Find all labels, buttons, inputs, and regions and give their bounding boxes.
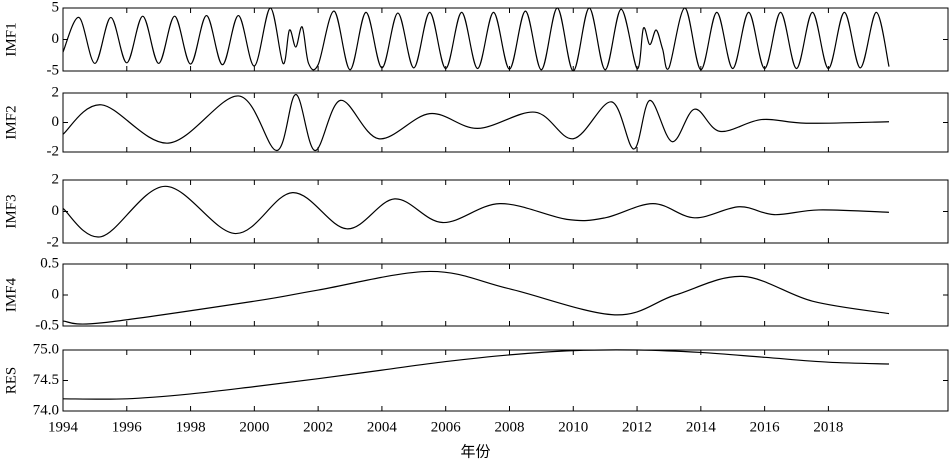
- y-tick-label: 75.0: [33, 341, 59, 357]
- x-tick-label: 2018: [813, 419, 843, 435]
- x-tick-label: 1998: [176, 419, 206, 435]
- imf-curve: [62, 93, 890, 152]
- panel-frame: [62, 349, 949, 412]
- y-tick-label: -2: [47, 143, 60, 159]
- y-tick-label: -0.5: [35, 317, 59, 333]
- x-tick-label: 2004: [367, 419, 398, 435]
- x-tick-label: 1994: [48, 419, 79, 435]
- y-axis-label: IMF2: [3, 105, 19, 139]
- x-tick-label: 1996: [112, 419, 143, 435]
- x-tick-label: 2014: [686, 419, 717, 435]
- x-tick-label: 2006: [431, 419, 462, 435]
- y-tick-label: 74.5: [33, 372, 59, 388]
- imf-curve: [62, 7, 890, 72]
- y-tick-label: 0: [52, 203, 60, 219]
- y-tick-label: 0: [52, 286, 60, 302]
- x-tick-label: 2010: [558, 419, 588, 435]
- x-tick-label: 2008: [494, 419, 524, 435]
- panel-frame: [62, 263, 949, 327]
- panel-frame: [62, 92, 949, 153]
- y-tick-label: 0.5: [40, 255, 59, 271]
- y-tick-label: 5: [52, 0, 60, 15]
- x-tick-label: 2016: [750, 419, 781, 435]
- y-axis-label: IMF1: [3, 22, 19, 56]
- y-axis-label: RES: [3, 367, 19, 395]
- x-axis-label: 年份: [460, 443, 490, 460]
- y-tick-label: 2: [52, 84, 60, 100]
- imf-curve: [62, 270, 890, 325]
- y-tick-label: -2: [47, 234, 60, 250]
- x-tick-label: 2012: [622, 419, 652, 435]
- x-tick-label: 2000: [239, 419, 269, 435]
- y-tick-label: -5: [47, 62, 60, 78]
- y-tick-label: 0: [52, 31, 60, 47]
- y-tick-label: 0: [52, 114, 60, 130]
- y-axis-label: IMF3: [3, 194, 19, 228]
- x-tick-label: 2002: [303, 419, 333, 435]
- panel-frame: [62, 179, 949, 244]
- y-tick-label: 74.0: [33, 402, 59, 418]
- imf-curve: [62, 349, 890, 400]
- y-axis-label: IMF4: [3, 277, 19, 312]
- y-tick-label: 2: [52, 171, 60, 187]
- imf-curve: [62, 185, 890, 238]
